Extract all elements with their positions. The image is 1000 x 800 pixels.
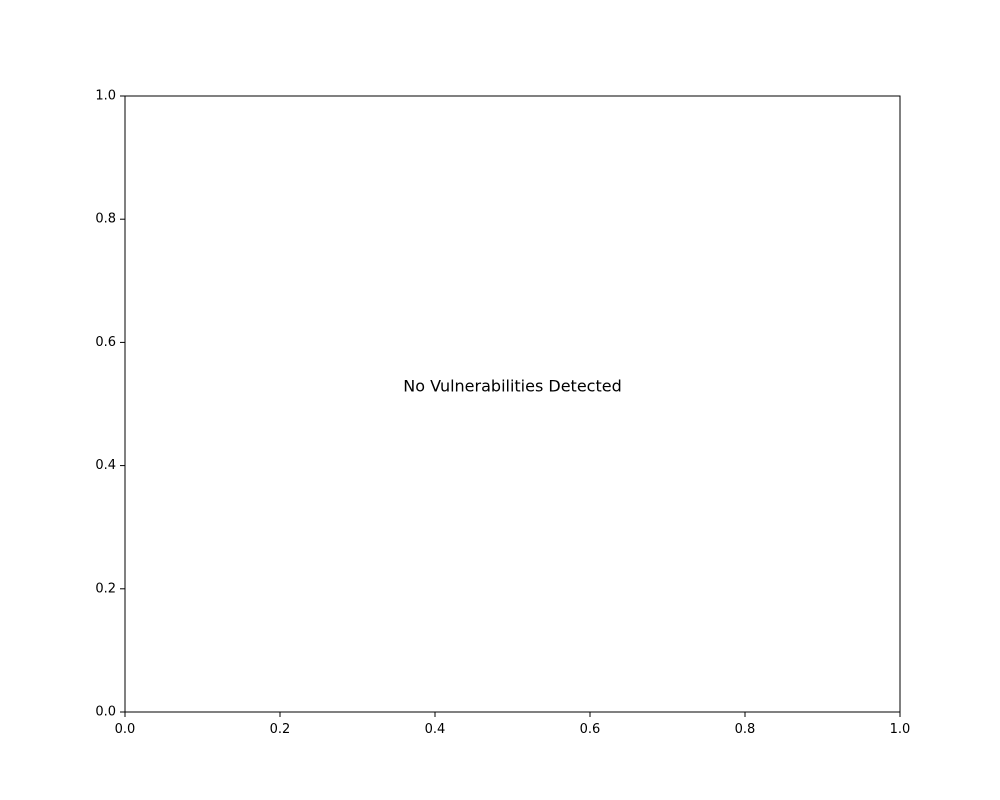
plot-area-frame	[124, 95, 901, 713]
x-tick-label: 0.4	[425, 722, 446, 737]
y-tick-label: 1.0	[95, 89, 116, 104]
y-tick-label: 0.6	[95, 335, 116, 350]
x-tick-label: 0.0	[115, 722, 136, 737]
no-vulnerabilities-message: No Vulnerabilities Detected	[403, 377, 621, 396]
x-tick-label: 1.0	[890, 722, 911, 737]
x-axis-ticks: 0.0 0.2 0.4 0.6 0.8 1.0	[115, 712, 911, 737]
y-tick-label: 0.4	[95, 458, 116, 473]
y-tick-label: 0.2	[95, 581, 116, 596]
x-tick-label: 0.8	[735, 722, 756, 737]
x-tick-label: 0.6	[580, 722, 601, 737]
x-tick-label: 0.2	[270, 722, 291, 737]
y-tick-label: 0.0	[95, 705, 116, 720]
y-tick-label: 0.8	[95, 212, 116, 227]
y-axis-ticks: 0.0 0.2 0.4 0.6 0.8 1.0	[95, 89, 125, 720]
